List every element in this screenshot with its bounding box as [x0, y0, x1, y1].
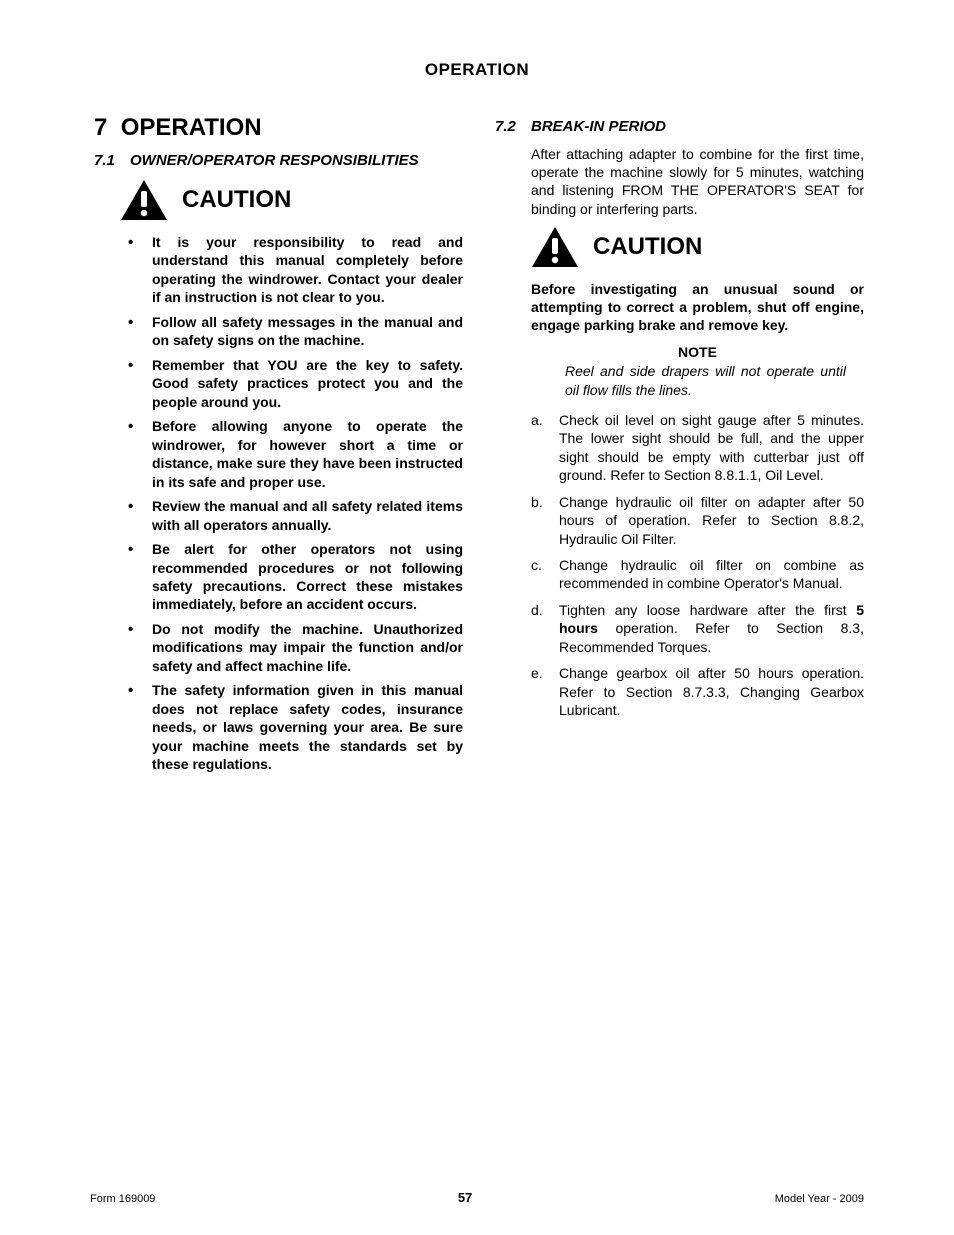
break-in-intro: After attaching adapter to combine for t…: [531, 145, 864, 218]
two-column-layout: 7 OPERATION 7.1 OWNER/OPERATOR RESPONSIB…: [90, 114, 864, 780]
step-d-before: Tighten any loose hardware after the fir…: [559, 602, 856, 618]
break-in-steps: Check oil level on sight gauge after 5 m…: [531, 411, 864, 720]
step-d-after: operation. Refer to Section 8.3, Recomme…: [559, 620, 864, 654]
left-column: 7 OPERATION 7.1 OWNER/OPERATOR RESPONSIB…: [90, 114, 463, 780]
warning-triangle-icon: [531, 226, 579, 268]
list-item: Before allowing anyone to operate the wi…: [122, 417, 463, 491]
chapter-title: 7 OPERATION: [94, 114, 463, 142]
chapter-name: OPERATION: [121, 114, 262, 141]
section-title: BREAK-IN PERIOD: [531, 118, 666, 135]
list-item: Follow all safety messages in the manual…: [122, 313, 463, 350]
list-item: Review the manual and all safety related…: [122, 497, 463, 534]
right-column: 7.2 BREAK-IN PERIOD After attaching adap…: [491, 114, 864, 780]
caution-label: CAUTION: [593, 233, 702, 261]
list-item: Check oil level on sight gauge after 5 m…: [531, 411, 864, 485]
list-item: Tighten any loose hardware after the fir…: [531, 601, 864, 656]
caution-label: CAUTION: [182, 186, 291, 214]
list-item: Remember that YOU are the key to safety.…: [122, 356, 463, 411]
caution-block: CAUTION: [120, 179, 463, 221]
footer-model-year: Model Year - 2009: [775, 1193, 864, 1205]
caution-instruction: Before investigating an unusual sound or…: [531, 280, 864, 335]
warning-triangle-icon: [120, 179, 168, 221]
responsibilities-list: It is your responsibility to read and un…: [122, 233, 463, 774]
chapter-number: 7: [94, 114, 107, 141]
list-item: It is your responsibility to read and un…: [122, 233, 463, 307]
caution-block: CAUTION: [531, 226, 864, 268]
list-item: The safety information given in this man…: [122, 681, 463, 773]
running-header: OPERATION: [90, 60, 864, 80]
list-item: Be alert for other operators not using r…: [122, 540, 463, 614]
section-7-2-heading: 7.2 BREAK-IN PERIOD: [495, 118, 864, 135]
section-7-1-heading: 7.1 OWNER/OPERATOR RESPONSIBILITIES: [94, 152, 463, 169]
note-text: Reel and side drapers will not operate u…: [565, 362, 846, 398]
section-number: 7.1: [94, 152, 130, 169]
page-number: 57: [458, 1190, 472, 1205]
footer-form-number: Form 169009: [90, 1193, 155, 1205]
list-item: Change hydraulic oil filter on combine a…: [531, 556, 864, 593]
list-item: Change gearbox oil after 50 hours operat…: [531, 664, 864, 719]
page-footer: Form 169009 57 Model Year - 2009: [90, 1190, 864, 1205]
note-label: NOTE: [531, 344, 864, 360]
section-number: 7.2: [495, 118, 531, 135]
list-item: Do not modify the machine. Unauthorized …: [122, 620, 463, 675]
section-title: OWNER/OPERATOR RESPONSIBILITIES: [130, 152, 419, 169]
page: OPERATION 7 OPERATION 7.1 OWNER/OPERATOR…: [0, 0, 954, 1235]
list-item: Change hydraulic oil filter on adapter a…: [531, 493, 864, 548]
